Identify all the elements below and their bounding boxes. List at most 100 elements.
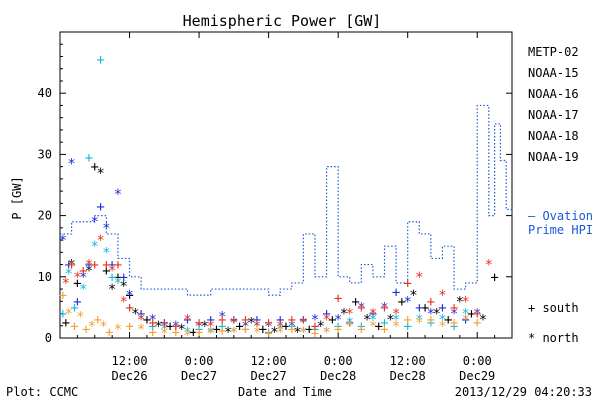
data-point-noaa-18: + [288,322,296,338]
data-point-noaa-19: + [427,294,435,310]
data-point-metp-02: * [154,319,162,335]
y-tick-label: 0 [45,331,52,345]
data-point-noaa-19: + [380,300,388,316]
data-point-noaa-16: + [85,150,93,166]
data-point-noaa-16: + [288,319,296,335]
data-point-noaa-19: * [322,313,330,329]
data-point-metp-02: * [177,322,185,338]
legend-ovation-line1: — Ovation [528,209,593,223]
data-point-noaa-16: + [264,325,272,341]
data-point-noaa-15: + [230,313,238,329]
data-point-noaa-18: + [105,325,113,341]
data-point-noaa-16: + [148,319,156,335]
data-point-noaa-15: * [79,270,87,286]
data-point-noaa-15: + [322,307,330,323]
data-point-noaa-16: * [346,316,354,332]
data-point-noaa-16: * [91,239,99,255]
data-point-noaa-16: + [172,319,180,335]
data-point-noaa-19: * [369,307,377,323]
data-point-metp-02: * [293,325,301,341]
data-point-noaa-18: + [450,316,458,332]
data-point-noaa-19: * [438,288,446,304]
data-point-noaa-16: + [427,316,435,332]
data-point-metp-02: * [409,288,417,304]
data-point-noaa-16: + [241,322,249,338]
data-point-metp-02: + [102,264,110,280]
x-tick-date-label: Dec27 [181,369,217,383]
data-point-noaa-18: * [369,319,377,335]
data-point-noaa-15: * [59,233,67,249]
data-point-noaa-18: + [427,313,435,329]
data-point-metp-02: + [374,319,382,335]
data-point-noaa-19: * [160,319,168,335]
data-point-noaa-19: + [450,300,458,316]
x-tick-date-label: Dec27 [251,369,287,383]
data-point-noaa-19: + [67,258,75,274]
data-point-metp-02: + [282,319,290,335]
data-point-noaa-18: * [76,310,84,326]
legend-entry-metp-02: METP-02 [528,45,579,59]
x-tick-time-label: 0:00 [324,354,353,368]
data-point-noaa-18: * [114,322,122,338]
data-point-noaa-18: * [392,319,400,335]
data-point-noaa-18: + [473,316,481,332]
footer-timestamp: 2013/12/29 04:20:33 [455,385,592,399]
data-point-noaa-15: * [473,307,481,323]
data-point-metp-02: + [62,316,70,332]
data-point-noaa-16: + [450,319,458,335]
ovation-prime-line-group [60,104,513,296]
data-point-noaa-19: * [299,316,307,332]
data-point-metp-02: + [73,276,81,292]
data-point-metp-02: * [386,313,394,329]
data-point-noaa-19: * [62,276,70,292]
data-point-noaa-16: + [70,300,78,316]
data-point-metp-02: * [247,316,255,332]
data-point-noaa-15: * [195,319,203,335]
data-point-metp-02: * [224,325,232,341]
y-tick-label: 40 [38,86,52,100]
data-point-noaa-19: * [96,233,104,249]
data-point-noaa-19: + [91,258,99,274]
data-point-noaa-16: * [206,325,214,341]
data-point-noaa-15: * [288,319,296,335]
data-point-metp-02: * [201,319,209,335]
data-point-noaa-18: * [99,319,107,335]
y-tick-label: 10 [38,270,52,284]
data-point-noaa-16: + [108,270,116,286]
data-point-noaa-19: * [183,313,191,329]
data-point-noaa-19: * [137,313,145,329]
data-point-noaa-16: + [59,307,67,323]
footer-plot-source: Plot: CCMC [6,385,78,399]
data-point-noaa-19: + [357,300,365,316]
data-point-noaa-15: * [311,313,319,329]
data-point-noaa-19: * [392,307,400,323]
data-point-metp-02: + [444,313,452,329]
data-point-noaa-16: * [137,313,145,329]
data-point-noaa-16: * [392,313,400,329]
data-point-noaa-15: + [253,313,261,329]
data-point-noaa-19: * [415,270,423,286]
data-point-metp-02: + [305,322,313,338]
data-point-noaa-19: + [473,307,481,323]
x-tick-date-label: Dec28 [390,369,426,383]
x-tick-time-label: 12:00 [251,354,287,368]
data-point-noaa-18: * [415,316,423,332]
data-point-noaa-19: + [79,264,87,280]
data-point-noaa-16: + [380,316,388,332]
data-point-noaa-15: * [334,313,342,329]
legend-entry-noaa-16: NOAA-16 [528,87,579,101]
data-point-noaa-16: * [438,313,446,329]
data-point-noaa-16: + [357,319,365,335]
data-point-noaa-19: * [73,270,81,286]
data-point-noaa-19: * [230,316,238,332]
data-point-metp-02: + [259,322,267,338]
data-point-metp-02: * [67,258,75,274]
data-point-metp-02: * [108,282,116,298]
x-axis-label: Date and Time [238,385,332,399]
data-point-noaa-15: + [206,313,214,329]
data-point-noaa-16: * [253,319,261,335]
data-point-metp-02: * [85,264,93,280]
data-point-noaa-16: * [230,325,238,341]
data-point-noaa-18: * [253,325,261,341]
data-point-noaa-18: + [125,319,133,335]
